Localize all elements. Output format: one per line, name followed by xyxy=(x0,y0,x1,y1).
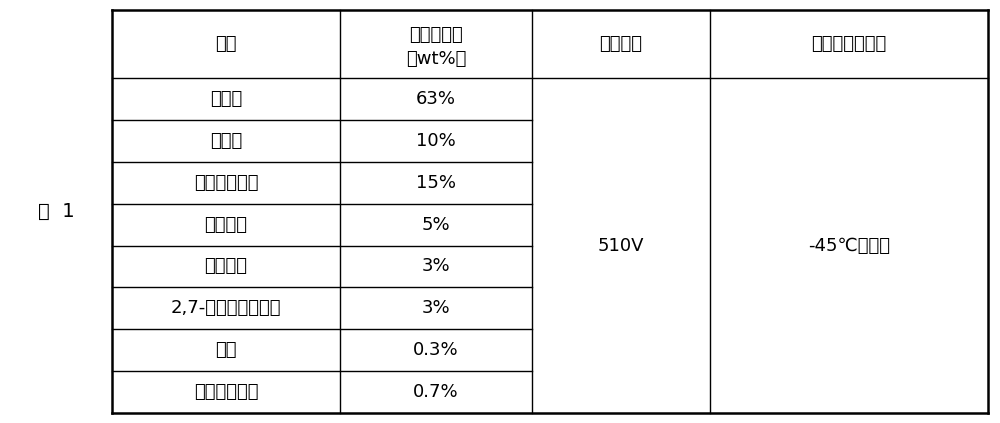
Text: 0.7%: 0.7% xyxy=(413,383,459,401)
Text: 五硼酸铵: 五硼酸铵 xyxy=(205,216,248,233)
Text: 乙二醇: 乙二醇 xyxy=(210,90,242,108)
Text: 510V: 510V xyxy=(598,236,644,255)
Text: 5%: 5% xyxy=(422,216,450,233)
Text: （wt%）: （wt%） xyxy=(406,50,466,68)
Text: 3%: 3% xyxy=(422,258,450,275)
Text: 闪火电压: 闪火电压 xyxy=(600,35,642,53)
Text: 丙三醇: 丙三醇 xyxy=(210,132,242,150)
Text: 10%: 10% xyxy=(416,132,456,150)
Text: 癸二酸铵: 癸二酸铵 xyxy=(205,258,248,275)
Text: 15%: 15% xyxy=(416,174,456,192)
Text: 63%: 63% xyxy=(416,90,456,108)
Text: 组分: 组分 xyxy=(215,35,237,53)
Text: 3%: 3% xyxy=(422,299,450,317)
Text: 二甘醇单甲醚: 二甘醇单甲醚 xyxy=(194,174,258,192)
Text: -45℃未冻结: -45℃未冻结 xyxy=(808,236,890,255)
Text: 磷酸: 磷酸 xyxy=(215,341,237,359)
Text: 对硝基苯甲醇: 对硝基苯甲醇 xyxy=(194,383,258,401)
Text: 重量百分比: 重量百分比 xyxy=(409,26,463,44)
Text: 2,7-二丁基辛二酸铵: 2,7-二丁基辛二酸铵 xyxy=(171,299,281,317)
Text: 表  1: 表 1 xyxy=(38,202,74,221)
Text: 0.3%: 0.3% xyxy=(413,341,459,359)
Text: 电解液冻结温度: 电解液冻结温度 xyxy=(811,35,887,53)
